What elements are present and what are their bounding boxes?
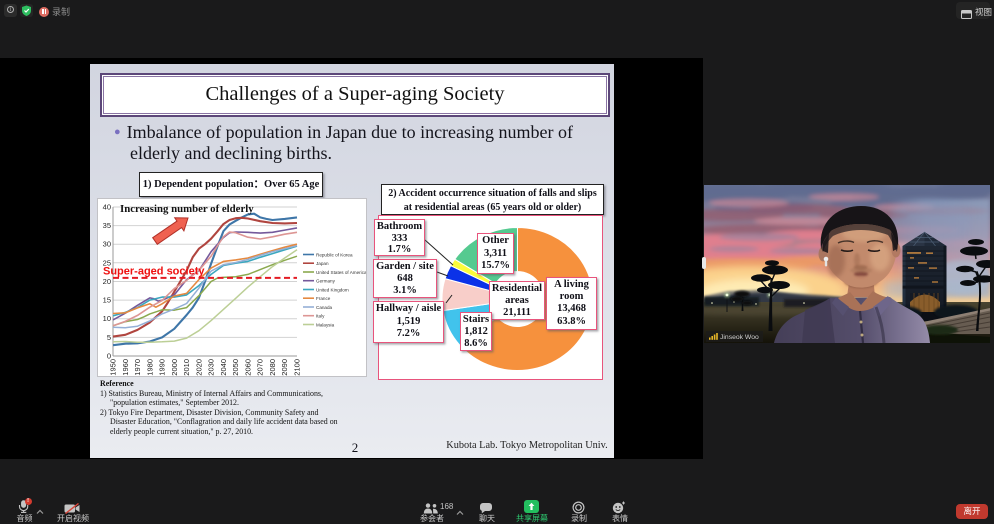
svg-text:Jinseok Woo: Jinseok Woo — [720, 334, 759, 341]
svg-text:Republic of Korea: Republic of Korea — [316, 252, 353, 257]
svg-text:2080: 2080 — [268, 359, 277, 376]
svg-text:0: 0 — [107, 352, 111, 361]
svg-text:2030: 2030 — [207, 359, 216, 376]
svg-text:1970: 1970 — [133, 359, 142, 376]
svg-text:2050: 2050 — [231, 359, 240, 376]
svg-text:Japan: Japan — [316, 261, 329, 266]
svg-text:2040: 2040 — [219, 359, 228, 376]
svg-text:2010: 2010 — [182, 359, 191, 376]
svg-text:Italy: Italy — [316, 314, 325, 319]
svg-text:Germany: Germany — [316, 279, 336, 284]
svg-text:2100: 2100 — [293, 359, 302, 376]
svg-text:Increasing number of elderly: Increasing number of elderly — [120, 203, 254, 215]
svg-text:Super-aged society: Super-aged society — [103, 266, 205, 278]
svg-text:1980: 1980 — [145, 359, 154, 376]
svg-text:2070: 2070 — [256, 359, 265, 376]
svg-text:1990: 1990 — [158, 359, 167, 376]
svg-text:30: 30 — [103, 240, 111, 249]
svg-text:United States of America: United States of America — [316, 270, 366, 275]
svg-text:Malaysia: Malaysia — [316, 322, 335, 327]
svg-text:Canada: Canada — [316, 305, 333, 310]
svg-text:2090: 2090 — [280, 359, 289, 376]
svg-text:35: 35 — [103, 221, 111, 230]
svg-text:1960: 1960 — [121, 359, 130, 376]
svg-text:20: 20 — [103, 277, 111, 286]
svg-text:2000: 2000 — [170, 359, 179, 376]
svg-text:United Kingdom: United Kingdom — [316, 287, 349, 292]
svg-text:10: 10 — [103, 314, 111, 323]
svg-text:5: 5 — [107, 333, 111, 342]
svg-text:2060: 2060 — [243, 359, 252, 376]
svg-text:15: 15 — [103, 296, 111, 305]
svg-text:2020: 2020 — [194, 359, 203, 376]
svg-text:1950: 1950 — [109, 359, 118, 376]
svg-text:25: 25 — [103, 258, 111, 267]
svg-text:France: France — [316, 296, 331, 301]
svg-text:40: 40 — [103, 203, 111, 212]
